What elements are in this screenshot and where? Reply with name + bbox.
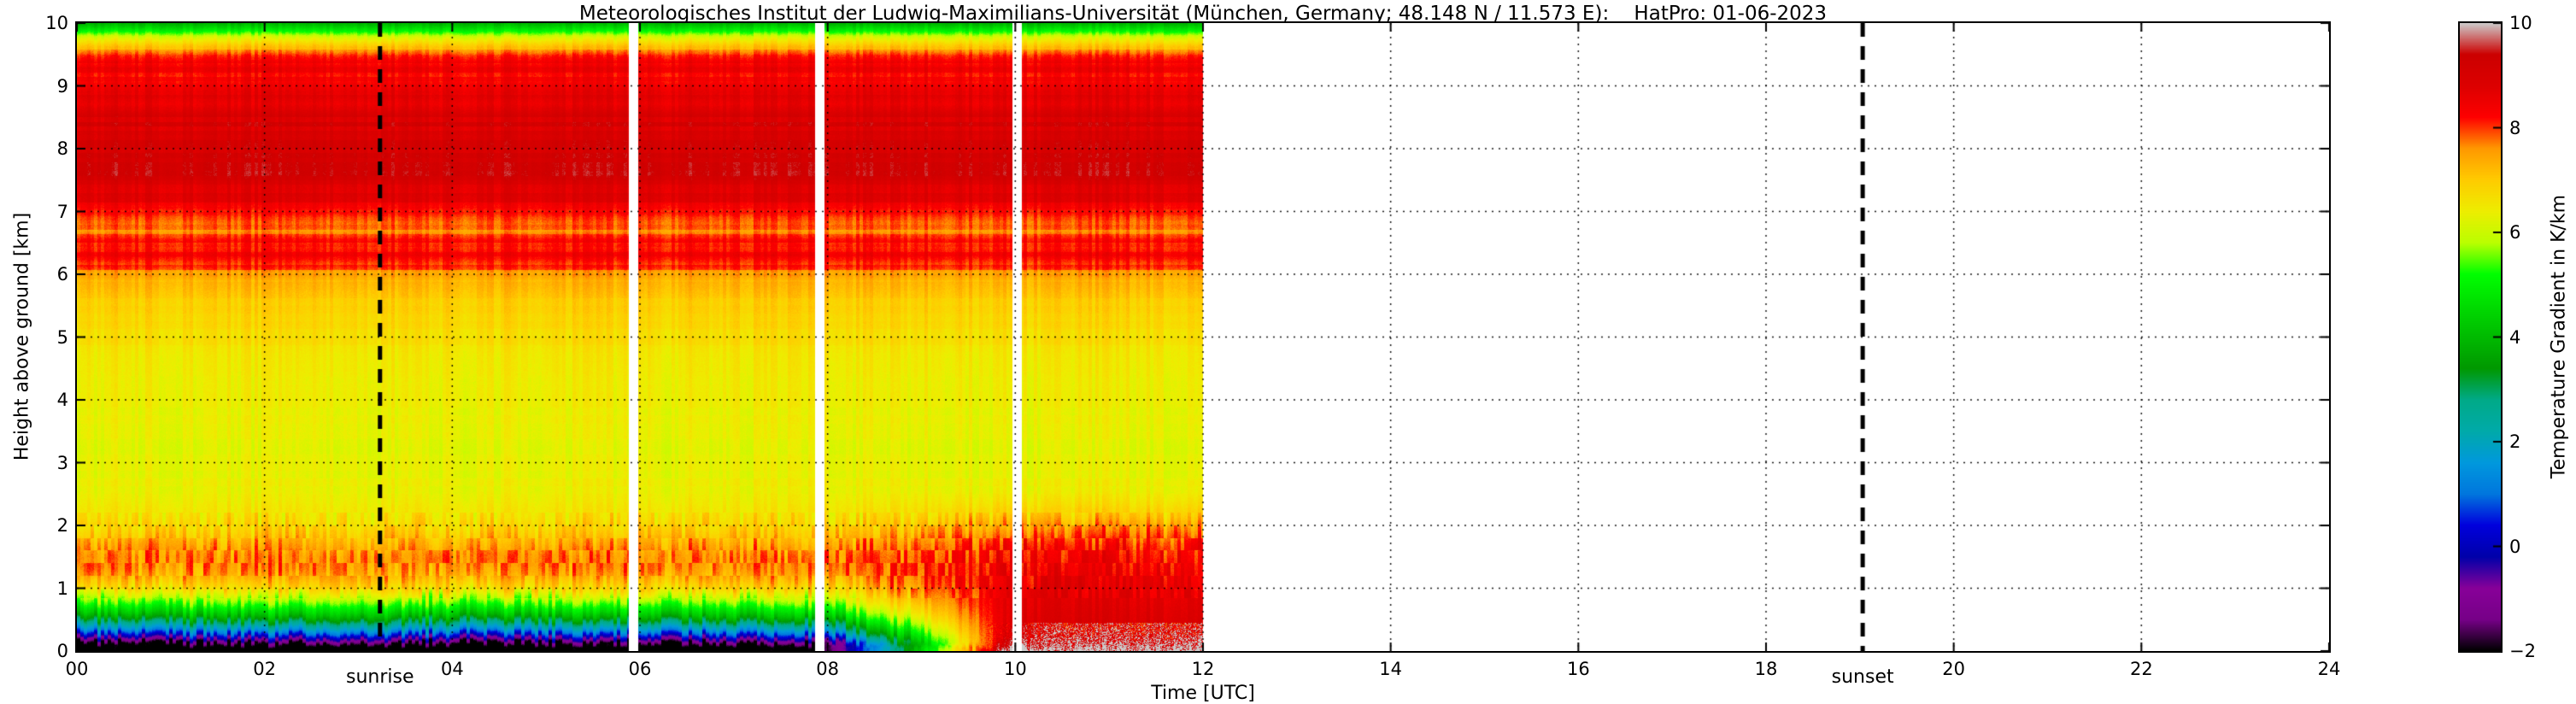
x-tick-label: 06 — [628, 659, 652, 679]
colorbar-tick-label: 8 — [2509, 117, 2521, 138]
y-tick-label: 5 — [56, 326, 68, 348]
x-tick-label: 18 — [1754, 659, 1778, 679]
colorbar-label: Temperature Gradient in K/km — [2548, 194, 2570, 479]
y-tick-label: 6 — [56, 264, 68, 285]
colorbar-tick-label: 4 — [2509, 326, 2521, 348]
y-tick-label: 2 — [56, 515, 68, 536]
x-tick-label: 12 — [1191, 659, 1215, 679]
colorbar — [2458, 21, 2503, 653]
x-tick-label: 24 — [2317, 659, 2341, 679]
colorbar-tick-label: −2 — [2509, 641, 2536, 661]
y-tick-label: 10 — [45, 13, 68, 33]
x-tick-label: 00 — [65, 659, 89, 679]
colorbar-tick-label: 0 — [2509, 536, 2521, 557]
colorbar-tick-label: 2 — [2509, 431, 2521, 452]
colorbar-tick-label: 10 — [2509, 13, 2532, 33]
x-tick-label: 04 — [440, 659, 464, 679]
x-tick-label: 14 — [1379, 659, 1403, 679]
plot-title: Meteorologisches Institut der Ludwig-Max… — [578, 3, 1828, 25]
x-tick-label: 08 — [816, 659, 840, 679]
x-tick-label: 22 — [2129, 659, 2153, 679]
x-tick-label: 10 — [1003, 659, 1027, 679]
x-tick-label: 02 — [253, 659, 277, 679]
x-tick-label: 20 — [1942, 659, 1966, 679]
sunrise-label: sunrise — [345, 666, 414, 688]
heatmap-canvas — [77, 23, 2329, 651]
y-tick-label: 0 — [56, 641, 68, 661]
x-tick-label: 16 — [1566, 659, 1590, 679]
colorbar-tick-label: 6 — [2509, 222, 2521, 243]
y-tick-label: 1 — [56, 578, 68, 599]
y-tick-label: 3 — [56, 452, 68, 473]
y-tick-label: 8 — [56, 138, 68, 159]
colorbar-gradient — [2460, 23, 2501, 651]
plot-area — [75, 21, 2331, 653]
y-tick-label: 9 — [56, 75, 68, 97]
sunset-label: sunset — [1831, 666, 1894, 688]
y-tick-label: 7 — [56, 201, 68, 222]
x-axis-label: Time [UTC] — [1151, 683, 1255, 704]
y-tick-label: 4 — [56, 390, 68, 410]
